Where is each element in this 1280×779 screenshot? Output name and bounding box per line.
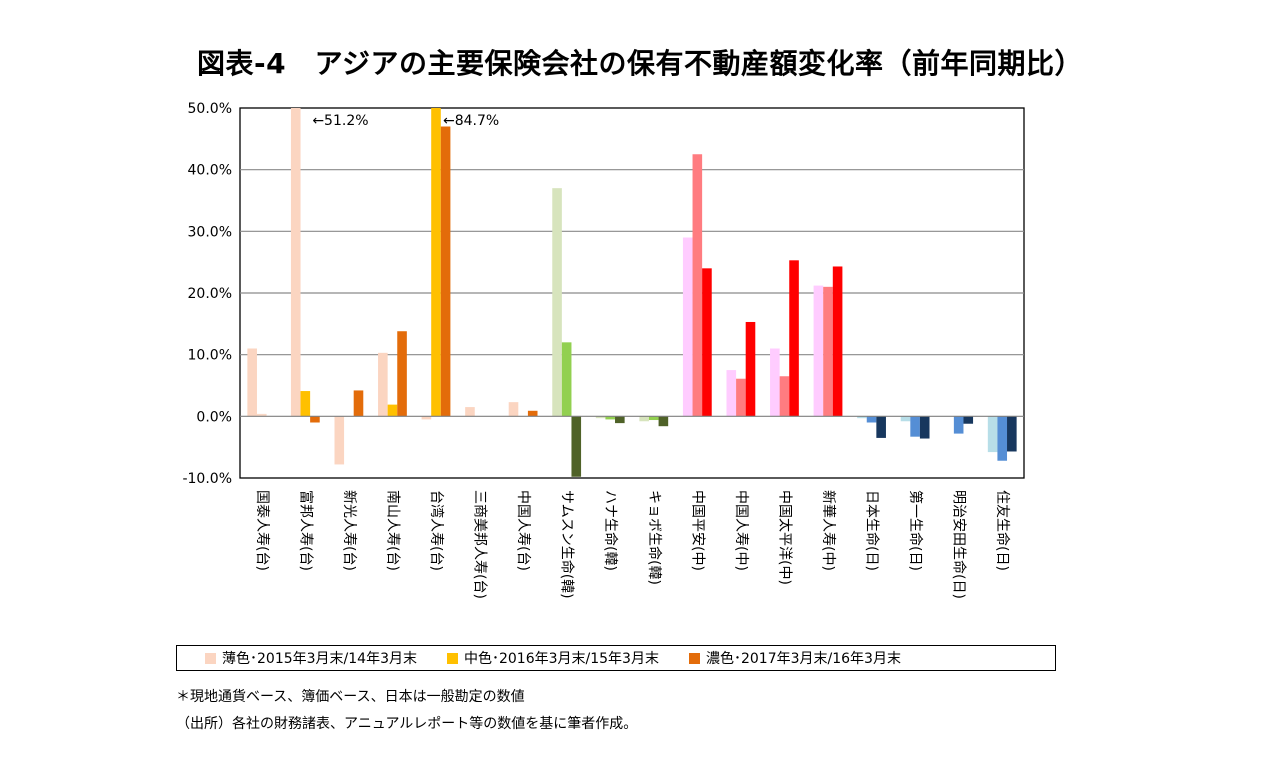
bar <box>648 416 659 421</box>
legend-swatch-3 <box>688 652 700 664</box>
bar <box>465 407 475 417</box>
bar <box>702 268 712 417</box>
x-tick-label: 中国太平洋(中) <box>776 490 792 585</box>
bar <box>387 404 398 417</box>
legend-item-2: 中色･2016年3月末/15年3月末 <box>446 648 659 668</box>
legend: 薄色･2015年3月末/14年3月末 中色･2016年3月末/15年3月末 濃色… <box>176 645 1056 671</box>
x-tick-label: 新華人寿(中) <box>820 490 837 571</box>
bar <box>310 416 320 423</box>
y-tick-label: 0.0% <box>196 409 232 425</box>
x-tick-label: 中国人寿(中) <box>733 490 750 571</box>
source-note: （出所）各社の財務諸表、アニュアルレポート等の数値を基に筆者作成。 <box>176 716 638 732</box>
bar <box>919 416 930 439</box>
bar <box>997 416 1008 461</box>
bar <box>440 126 451 417</box>
y-tick-label: 40.0% <box>188 163 232 179</box>
bar <box>571 416 582 477</box>
bar <box>552 188 562 417</box>
gridlines <box>240 169 1024 356</box>
bar <box>900 416 911 422</box>
x-tick-label: 中国人寿(台) <box>515 490 532 571</box>
bar <box>639 416 649 422</box>
x-tick-label: 明治安田生命(日) <box>951 490 968 599</box>
bars <box>247 108 1017 477</box>
bar <box>953 416 964 434</box>
bar <box>290 108 301 417</box>
chart-title: 図表-4 アジアの主要保険会社の保有不動産額変化率（前年同期比） <box>197 47 1083 80</box>
bar <box>353 390 364 417</box>
x-tick-label: 住友生命(日) <box>994 490 1011 571</box>
bar <box>987 416 998 453</box>
bar <box>397 331 407 417</box>
bar <box>745 321 756 417</box>
bar <box>421 416 432 420</box>
x-tick-label: 富邦人寿(台) <box>297 490 314 571</box>
x-tick-label: 日本生命(日) <box>864 490 881 571</box>
annotation: ←84.7% <box>443 113 499 129</box>
bar <box>682 237 693 417</box>
x-tick-label: 三商美邦人寿(台) <box>472 490 489 599</box>
bar <box>561 342 572 417</box>
x-tick-label: 台湾人寿(台) <box>428 490 445 571</box>
bar <box>658 416 669 427</box>
bar <box>963 416 974 424</box>
bar <box>726 370 737 417</box>
x-tick-label: 国泰人寿(台) <box>254 490 271 571</box>
bar <box>813 285 824 417</box>
legend-item-3: 濃色･2017年3月末/16年3月末 <box>688 648 901 668</box>
bar <box>508 402 519 417</box>
x-tick-label: 第一生命(日) <box>907 490 924 571</box>
bar <box>605 416 616 420</box>
bar <box>779 376 790 417</box>
x-tick-label: キョボ生命(韓) <box>646 490 663 585</box>
x-tick-label: 新光人寿(台) <box>341 490 358 571</box>
legend-label-2: 中色･2016年3月末/15年3月末 <box>463 651 659 667</box>
bar <box>770 348 780 417</box>
annotation: ←51.2% <box>312 113 368 129</box>
legend-label-3: 濃色･2017年3月末/16年3月末 <box>705 651 901 667</box>
bar <box>615 416 625 424</box>
y-tick-label: 30.0% <box>188 224 232 240</box>
bar <box>910 416 920 437</box>
legend-item-1: 薄色･2015年3月末/14年3月末 <box>205 648 417 668</box>
bar <box>736 378 746 417</box>
x-tick-label: 中国平安(中) <box>689 490 705 571</box>
legend-swatch-2 <box>446 652 458 664</box>
bar <box>431 108 441 417</box>
bar <box>832 266 843 417</box>
bar <box>692 154 703 417</box>
bar <box>1007 416 1017 452</box>
y-tick-label: -10.0% <box>182 471 232 487</box>
legend-swatch-1 <box>205 652 216 664</box>
bar <box>876 416 886 438</box>
legend-label-1: 薄色･2015年3月末/14年3月末 <box>222 651 417 667</box>
bar <box>247 348 257 417</box>
y-tick-label: 50.0% <box>188 101 232 117</box>
bar <box>823 286 833 417</box>
footnote: ＊現地通貨ベース、簿価ベース、日本は一般勘定の数値 <box>176 689 525 705</box>
bar <box>866 416 877 423</box>
bar <box>857 416 867 419</box>
x-tick-label: 南山人寿(台) <box>384 490 401 571</box>
bar <box>595 416 606 419</box>
y-tick-label: 20.0% <box>188 286 232 302</box>
y-tick-label: 10.0% <box>188 348 232 364</box>
x-tick-label: サムスン生命(韓) <box>559 490 576 599</box>
bar <box>789 260 799 417</box>
bar <box>378 352 388 417</box>
bar <box>527 410 538 417</box>
labels: 50.0% 40.0% 30.0% 20.0% 10.0% 0.0% -10.0% 国泰人寿(… <box>182 101 1011 599</box>
bar <box>334 416 345 465</box>
bar <box>256 413 267 417</box>
bar <box>300 391 311 417</box>
x-tick-label: ハナ生命(韓) <box>602 490 619 571</box>
